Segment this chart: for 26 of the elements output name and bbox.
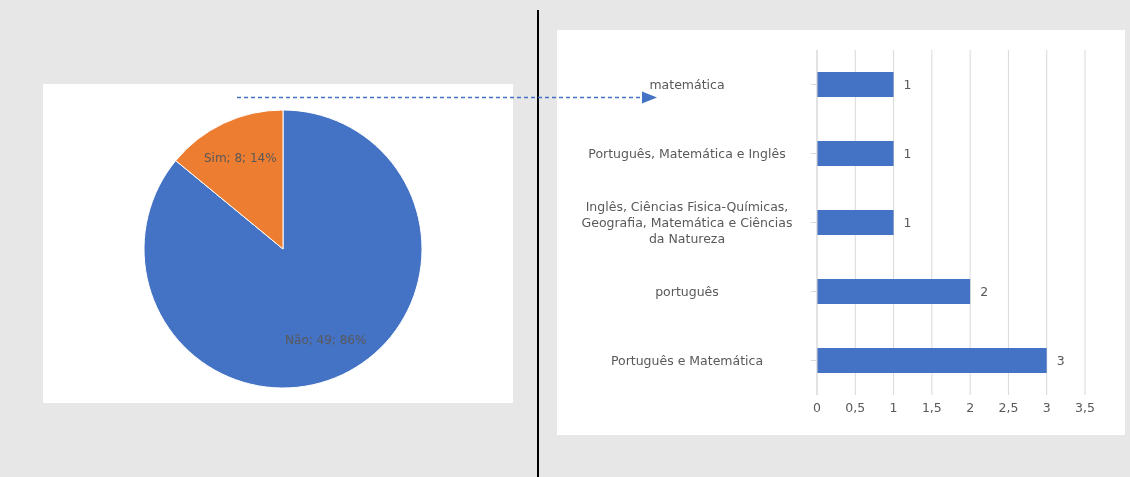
data-label: 1 <box>903 215 912 231</box>
x-tick-label: 2,5 <box>998 399 1019 415</box>
data-label: 1 <box>903 77 912 93</box>
x-tick-label: 0,5 <box>845 399 866 415</box>
bar <box>817 72 894 98</box>
y-tick-label: Inglês, Ciências Fisica-Químicas, Geografia, Matemática e Ciências da Natureza <box>581 199 793 246</box>
bar <box>817 348 1047 374</box>
bar <box>817 279 971 305</box>
y-tick-label: matemática <box>649 77 725 92</box>
x-tick-label: 0 <box>813 399 822 415</box>
slice-label: Sim; 8; 14% <box>203 151 277 166</box>
y-tick-label: Português, Matemática e Inglês <box>588 146 786 161</box>
data-label: 1 <box>903 146 912 162</box>
x-tick-label: 1,5 <box>921 399 942 415</box>
x-tick-label: 2 <box>966 399 975 415</box>
x-tick-label: 3,5 <box>1075 399 1095 415</box>
pie-slice <box>143 109 423 389</box>
bar <box>817 210 894 236</box>
y-tick-label: português <box>655 284 719 299</box>
data-label: 2 <box>980 284 989 300</box>
slice-label: Não; 49; 86% <box>285 332 367 347</box>
bar <box>817 141 894 167</box>
x-tick-label: 3 <box>1042 399 1051 415</box>
data-label: 3 <box>1056 353 1065 369</box>
x-tick-label: 1 <box>889 399 898 415</box>
y-tick-label: Português e Matemática <box>610 353 764 368</box>
